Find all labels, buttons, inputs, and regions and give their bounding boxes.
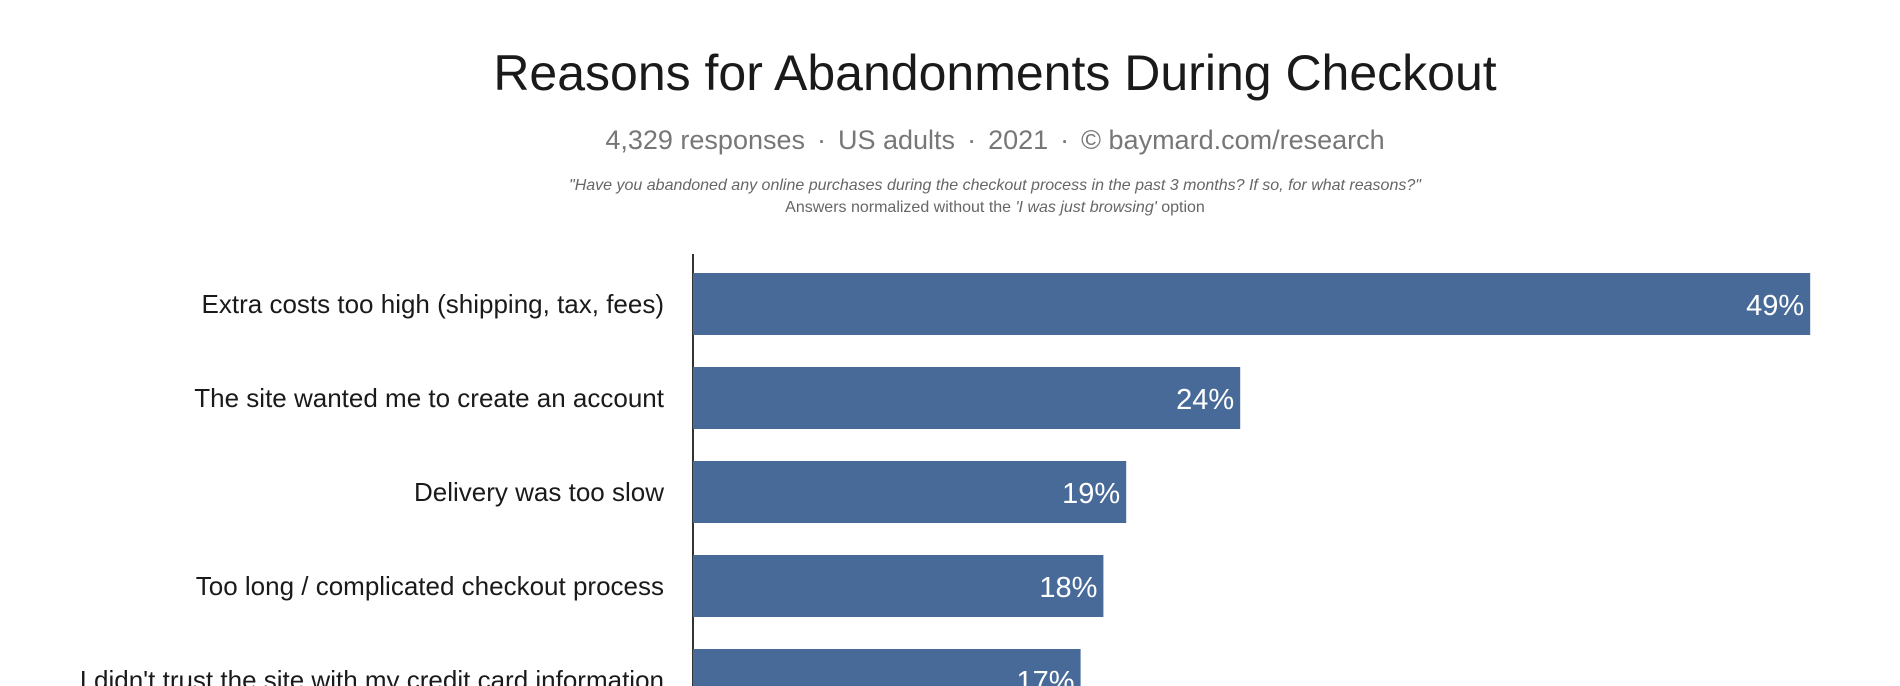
subtitle-responses: 4,329 responses [605, 125, 805, 155]
bar [693, 649, 1081, 686]
subtitle-source: © baymard.com/research [1081, 125, 1385, 155]
survey-question: "Have you abandoned any online purchases… [569, 177, 1421, 194]
note-suffix: option [1156, 199, 1205, 216]
chart-title: Reasons for Abandonments During Checkout [493, 45, 1497, 101]
category-label: Delivery was too slow [414, 477, 664, 507]
subtitle-separator: · [1060, 125, 1070, 155]
bar [693, 461, 1127, 523]
value-label: 17% [1017, 666, 1075, 686]
subtitle-separator: · [967, 125, 977, 155]
bar [693, 555, 1104, 617]
value-label: 24% [1176, 384, 1234, 416]
category-label: The site wanted me to create an account [194, 383, 664, 413]
category-label: I didn't trust the site with my credit c… [80, 665, 664, 686]
value-label: 18% [1039, 572, 1097, 604]
bar [693, 273, 1811, 335]
value-label: 19% [1062, 478, 1120, 510]
note-emphasis: 'I was just browsing' [1015, 199, 1157, 216]
category-label: Too long / complicated checkout process [196, 571, 664, 601]
note-prefix: Answers normalized without the [785, 199, 1016, 216]
bar [693, 367, 1241, 429]
chart-subtitle: 4,329 responses · US adults · 2021 · © baymard… [0, 124, 1900, 156]
subtitle-separator: · [817, 125, 826, 155]
subtitle-population: US adults [838, 125, 956, 155]
category-label: Extra costs too high (shipping, tax, fee… [202, 289, 664, 319]
value-label: 49% [1746, 290, 1804, 322]
subtitle-year: 2021 [988, 125, 1049, 155]
normalization-note: Answers normalized without the 'I was ju… [0, 198, 1900, 218]
